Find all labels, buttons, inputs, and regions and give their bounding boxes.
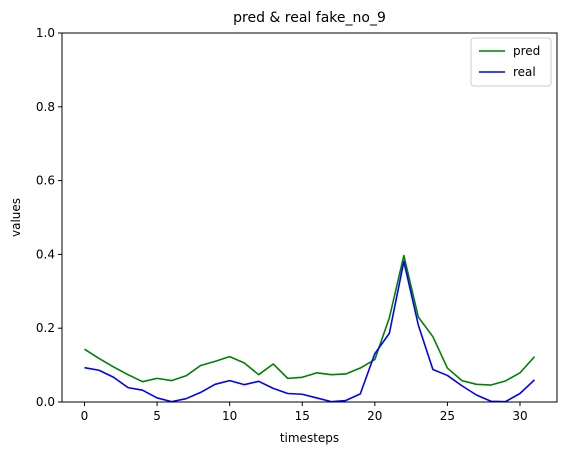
chart-title: pred & real fake_no_9 [233, 10, 386, 26]
x-tick-label: 15 [295, 409, 310, 423]
legend-label-pred: pred [513, 44, 540, 58]
y-tick-label: 0.4 [36, 247, 55, 261]
x-axis: 0 5 10 15 20 25 30 [81, 402, 528, 423]
y-tick-label: 0.0 [36, 395, 55, 409]
x-tick-label: 10 [222, 409, 237, 423]
y-tick-label: 0.6 [36, 174, 55, 188]
legend-box [470, 37, 552, 87]
x-tick-label: 25 [440, 409, 455, 423]
series-line-pred [84, 254, 536, 386]
y-axis: 0.0 0.2 0.4 0.6 0.8 1.0 [36, 26, 62, 409]
series-line-real [84, 260, 536, 403]
y-tick-label: 0.2 [36, 321, 55, 335]
plot-area-frame [61, 32, 558, 403]
x-tick-label: 5 [153, 409, 161, 423]
x-tick-label: 30 [512, 409, 527, 423]
y-tick-label: 0.8 [36, 100, 55, 114]
y-tick-label: 1.0 [36, 26, 55, 40]
x-tick-label: 0 [81, 409, 89, 423]
y-axis-label: values [9, 198, 23, 237]
x-tick-label: 20 [367, 409, 382, 423]
series-layer [84, 254, 536, 403]
x-axis-label: timesteps [280, 431, 339, 445]
legend-label-real: real [513, 65, 536, 79]
legend: pred real [470, 37, 552, 87]
